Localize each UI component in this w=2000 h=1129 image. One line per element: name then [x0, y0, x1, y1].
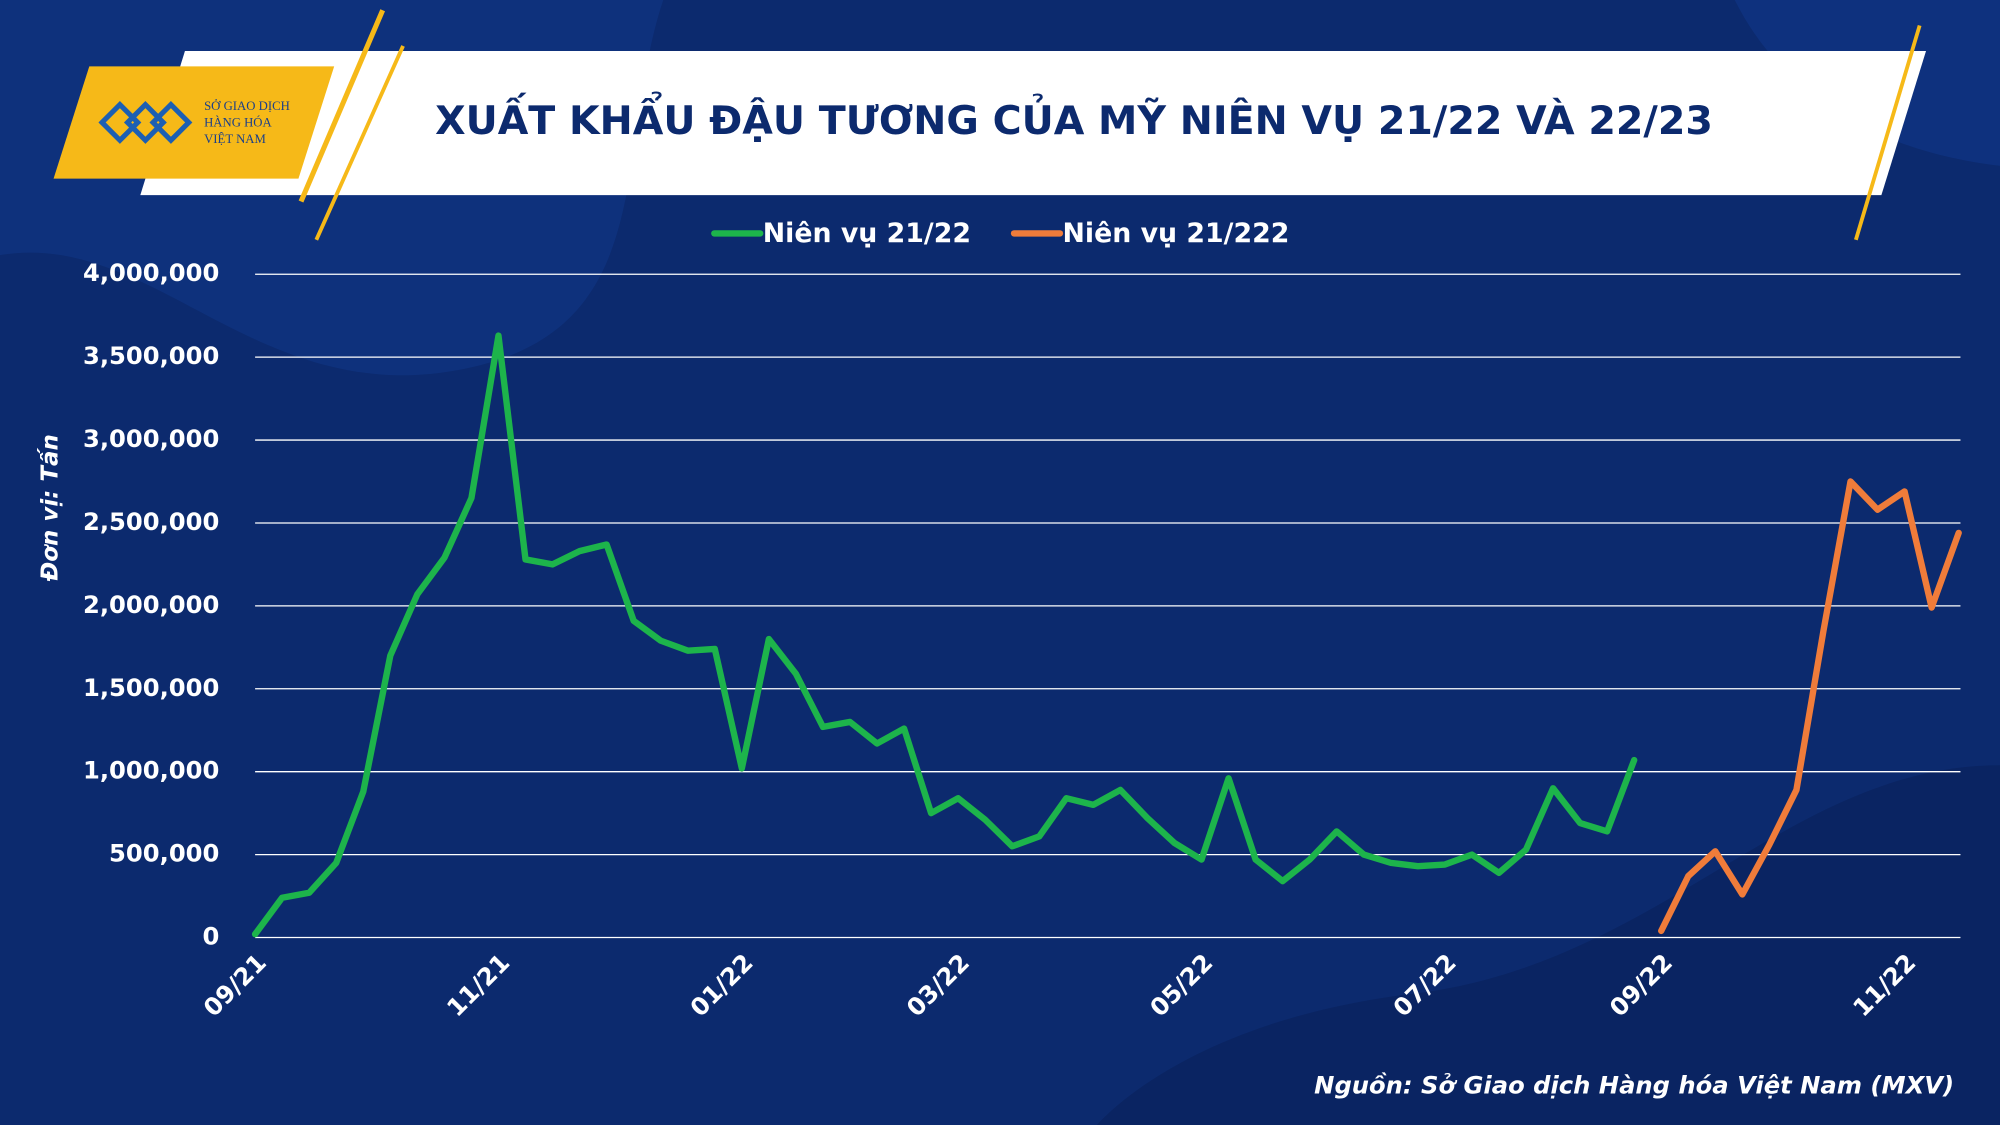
y-tick-label: 2,500,000	[83, 508, 219, 536]
y-tick-label: 1,000,000	[83, 757, 219, 785]
y-tick-label: 500,000	[109, 840, 219, 868]
y-tick-label: 2,000,000	[83, 591, 219, 619]
y-tick-label: 3,500,000	[83, 342, 219, 370]
logo-mark	[98, 100, 193, 144]
y-tick-label: 3,000,000	[83, 425, 219, 453]
legend-label: Niên vụ 21/222	[1063, 218, 1290, 249]
y-tick-label: 4,000,000	[83, 259, 219, 287]
source-note: Nguồn: Sở Giao dịch Hàng hóa Việt Nam (M…	[1314, 1071, 1954, 1100]
deco-line	[1854, 24, 1922, 241]
series-line	[251, 332, 1638, 938]
deco-line	[298, 9, 385, 203]
legend-label: Niên vụ 21/22	[763, 218, 971, 249]
y-tick-label: 0	[203, 923, 220, 951]
logo-text: VIỆT NAM	[204, 132, 266, 146]
y-axis-label: Đơn vị: Tấn	[37, 434, 64, 582]
title-banner	[140, 51, 1927, 196]
y-tick-label: 1,500,000	[83, 674, 219, 702]
logo-text: SỞ GIAO DỊCH	[204, 99, 290, 113]
deco-line	[314, 45, 405, 241]
chart-title: XUẤT KHẨU ĐẬU TƯƠNG CỦA MỸ NIÊN VỤ 21/22…	[435, 91, 1713, 144]
logo-box	[53, 66, 335, 179]
series-line	[1658, 478, 1962, 935]
logo-text: HÀNG HÓA	[204, 116, 272, 130]
